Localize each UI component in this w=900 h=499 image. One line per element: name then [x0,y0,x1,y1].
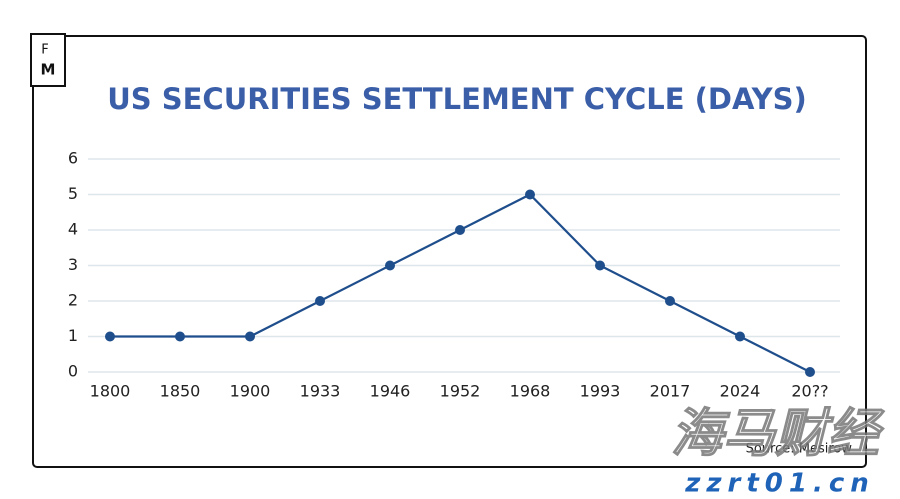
marker [525,189,535,200]
logo-box [30,33,66,87]
y-tick-label: 6 [68,149,78,168]
y-tick-label: 4 [68,220,78,239]
frame [32,35,867,468]
marker [455,225,465,235]
x-tick-label: 2024 [720,382,761,401]
x-tick-label: 1933 [300,382,341,401]
marker [245,331,255,342]
marker [595,260,605,271]
marker [665,296,675,306]
watermark-url: zzrt01.cn [684,469,875,499]
x-tick-label: 20?? [791,382,828,401]
x-tick-label: 2017 [650,382,691,401]
source: Source: Mesirow [746,442,853,457]
x-tick-label: 1946 [370,382,411,401]
x-tick-label: 1993 [580,382,621,401]
y-tick-label: 3 [68,255,78,274]
marker [735,331,745,342]
chart-title: US SECURITIES SETTLEMENT CYCLE (DAYS) [107,82,807,116]
x-tick-label: 1900 [230,382,271,401]
logo-top: F [41,43,48,58]
y-tick-label: 1 [68,326,78,345]
x-tick-label: 1968 [510,382,551,401]
x-tick-label: 1800 [90,382,131,401]
marker [315,296,325,306]
x-tick-label: 1850 [160,382,201,401]
marker [175,331,185,342]
logo-bottom: M [41,61,56,79]
watermark-text: 海马财经 [671,404,885,464]
y-tick-label: 2 [68,291,78,310]
marker [105,331,115,342]
x-tick-label: 1952 [440,382,481,401]
marker [385,260,395,271]
y-tick-label: 0 [68,362,78,381]
marker [805,367,815,377]
y-tick-label: 5 [68,184,78,203]
